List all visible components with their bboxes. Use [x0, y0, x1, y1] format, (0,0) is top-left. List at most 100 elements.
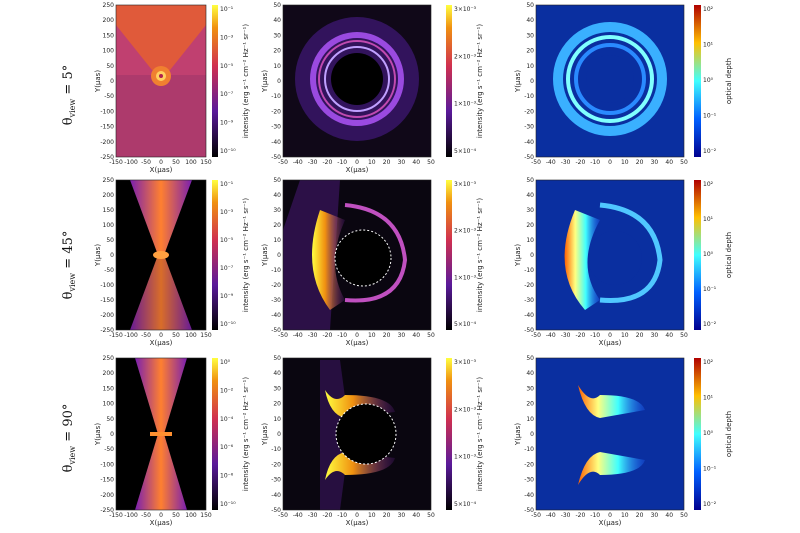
colorbar-tick-label: 2×10⁻³ [454, 228, 477, 235]
x-axis-label: X(μas) [346, 519, 369, 527]
colorbar-tick-label: 10⁻² [703, 501, 717, 508]
y-tick-label: 50 [106, 237, 114, 244]
y-tick-label: 40 [526, 192, 534, 199]
x-tick-label: -20 [322, 512, 332, 519]
colorbar-tick-label: 5×10⁻⁴ [454, 148, 477, 155]
colorbar-tick-label: 10⁻¹⁰ [220, 501, 236, 508]
y-tick-label: -200 [100, 139, 114, 146]
y-tick-label: 30 [526, 32, 534, 39]
x-tick-label: 20 [636, 159, 644, 166]
y-tick-label: -30 [524, 297, 534, 304]
y-tick-label: -40 [271, 312, 281, 319]
y-tick-label: 0 [530, 78, 534, 85]
y-tick-label: 50 [526, 355, 534, 362]
colorbar-tick-label: 10² [703, 181, 714, 188]
x-tick-label: -10 [337, 512, 347, 519]
colorbar-tick-label: 10⁻⁷ [220, 265, 234, 272]
x-tick-label: 50 [427, 159, 435, 166]
x-axis-label: X(μas) [150, 519, 173, 527]
x-tick-label: -20 [322, 332, 332, 339]
colorbar-label: intensity (erg s⁻¹ cm⁻² Hz⁻¹ sr⁻¹) [476, 198, 484, 312]
x-tick-label: 50 [427, 332, 435, 339]
x-tick-label: 100 [185, 512, 197, 519]
x-tick-label: -50 [141, 332, 151, 339]
colorbar-tick-label: 10⁻¹ [703, 113, 717, 120]
y-tick-label: 50 [273, 177, 281, 184]
colorbar-label: intensity (erg s⁻¹ cm⁻² Hz⁻¹ sr⁻¹) [242, 198, 250, 312]
y-tick-label: -30 [271, 297, 281, 304]
y-tick-label: -150 [100, 297, 114, 304]
y-tick-label: 100 [103, 222, 115, 229]
colorbar-tick-label: 10¹ [703, 395, 714, 402]
y-tick-label: -20 [271, 282, 281, 289]
y-tick-label: 150 [103, 385, 115, 392]
panel-left-wide [115, 4, 207, 158]
colorbar-tick-label: 10⁻³ [220, 34, 234, 41]
x-tick-label: 50 [172, 332, 180, 339]
x-tick-label: 150 [200, 512, 212, 519]
colorbar-tick-label: 10⁰ [703, 251, 714, 258]
y-axis-label: Y(μas) [261, 423, 269, 446]
colorbar-label: optical depth [725, 232, 733, 278]
x-tick-label: -50 [141, 159, 151, 166]
y-tick-label: 150 [103, 207, 115, 214]
y-axis-label: Y(μas) [514, 70, 522, 93]
y-axis-label: Y(μas) [514, 244, 522, 267]
x-tick-label: 150 [200, 332, 212, 339]
x-axis-label: X(μas) [346, 166, 369, 174]
x-tick-label: 0 [355, 332, 359, 339]
y-tick-label: 20 [526, 222, 534, 229]
x-tick-label: 40 [665, 512, 673, 519]
x-axis-label: X(μas) [599, 519, 622, 527]
y-tick-label: -20 [524, 108, 534, 115]
y-tick-label: -40 [524, 139, 534, 146]
y-axis-label: Y(μas) [94, 423, 102, 446]
x-tick-label: 20 [636, 512, 644, 519]
y-tick-label: 10 [526, 416, 534, 423]
y-tick-label: -10 [271, 446, 281, 453]
colorbar-tick-label: 10⁰ [703, 77, 714, 84]
colorbar-label: intensity (erg s⁻¹ cm⁻² Hz⁻¹ sr⁻¹) [476, 377, 484, 491]
x-tick-label: 10 [621, 512, 629, 519]
x-tick-label: 20 [383, 332, 391, 339]
y-tick-label: 0 [277, 431, 281, 438]
x-tick-label: -20 [575, 159, 585, 166]
y-tick-label: 30 [273, 207, 281, 214]
panel-middle-intensity [282, 179, 432, 331]
x-tick-label: 0 [608, 512, 612, 519]
colorbar-tick-label: 3×10⁻³ [454, 359, 477, 366]
y-tick-label: 40 [273, 17, 281, 24]
y-tick-label: -10 [524, 267, 534, 274]
x-tick-label: 0 [159, 159, 163, 166]
colorbar-tick-label: 1×10⁻³ [454, 454, 477, 461]
x-tick-label: 40 [412, 159, 420, 166]
x-tick-label: 0 [159, 512, 163, 519]
x-tick-label: -40 [546, 512, 556, 519]
y-tick-label: -250 [100, 327, 114, 334]
x-tick-label: 100 [185, 159, 197, 166]
axis-labels-layer: -150 -100 -50 0 50 100 150250200150100500-50-1… [94, 2, 733, 527]
y-tick-label: -50 [524, 154, 534, 161]
x-tick-label: 40 [665, 332, 673, 339]
x-tick-label: -100 [124, 332, 138, 339]
x-tick-label: -50 [531, 332, 541, 339]
y-tick-label: 250 [103, 177, 115, 184]
y-tick-label: -20 [524, 282, 534, 289]
colorbar-tick-label: 10⁻⁶ [220, 444, 234, 451]
y-tick-label: 250 [103, 355, 115, 362]
x-tick-label: -40 [293, 512, 303, 519]
x-axis-label: X(μas) [150, 166, 173, 174]
y-tick-label: -200 [100, 312, 114, 319]
y-tick-label: 200 [103, 192, 115, 199]
x-tick-label: 100 [185, 332, 197, 339]
y-tick-label: 200 [103, 370, 115, 377]
y-tick-label: -50 [104, 446, 114, 453]
colorbar-tick-label: 1×10⁻³ [454, 274, 477, 281]
row-3: θview = 90° [61, 357, 701, 511]
y-tick-label: 100 [103, 48, 115, 55]
x-tick-label: 0 [608, 332, 612, 339]
x-tick-label: 40 [665, 159, 673, 166]
y-tick-label: -30 [271, 124, 281, 131]
x-tick-label: -50 [278, 159, 288, 166]
